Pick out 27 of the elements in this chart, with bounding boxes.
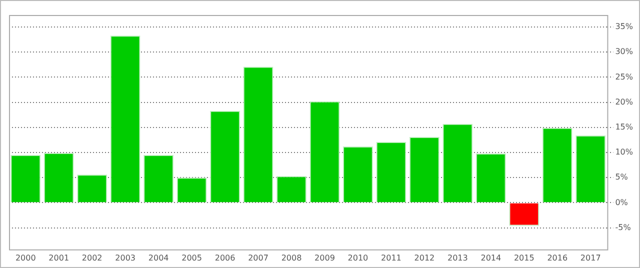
y-tick-label: 25% bbox=[615, 72, 634, 82]
x-tick-label: 2015 bbox=[514, 253, 534, 262]
y-tick-label: 20% bbox=[615, 97, 634, 106]
x-tick-label: 2010 bbox=[348, 253, 368, 262]
y-tick-label: 0% bbox=[615, 198, 628, 207]
x-tick-label: 2003 bbox=[115, 253, 136, 262]
x-tick-label: 2012 bbox=[414, 253, 435, 262]
x-tick-label: 2007 bbox=[248, 253, 268, 262]
x-tick-label: 2002 bbox=[82, 253, 102, 262]
y-tick-label: 35% bbox=[615, 22, 634, 32]
x-tick-label: 2000 bbox=[15, 253, 36, 262]
y-tick-label: 15% bbox=[615, 122, 634, 132]
x-tick-label: 2004 bbox=[148, 253, 169, 262]
x-tick-label: 2017 bbox=[580, 253, 601, 262]
x-tick-label: 2014 bbox=[480, 253, 502, 262]
x-tick-label: 2008 bbox=[281, 253, 302, 262]
x-tick-label: 2001 bbox=[48, 253, 70, 262]
x-tick-label: 2013 bbox=[447, 253, 468, 262]
x-tick-label: 2016 bbox=[547, 253, 568, 262]
x-tick-label: 2009 bbox=[314, 253, 335, 262]
y-tick-label: 30% bbox=[615, 47, 634, 56]
x-tick-label: 2006 bbox=[214, 253, 236, 262]
y-tick-label: 5% bbox=[615, 172, 628, 182]
y-tick-label: -5% bbox=[615, 222, 632, 232]
y-tick-label: 10% bbox=[615, 148, 634, 157]
x-tick-label: 2005 bbox=[182, 253, 202, 262]
x-tick-label: 2011 bbox=[381, 253, 402, 262]
